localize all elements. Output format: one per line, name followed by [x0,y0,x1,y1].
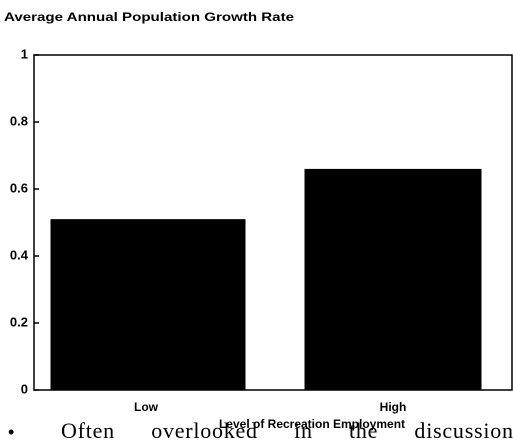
plot-frame [33,54,513,391]
bullet: • [8,422,14,442]
x-tick-label: High [380,400,407,414]
bar [304,168,482,390]
y-tick-label: 0.8 [10,113,28,128]
chart-title: Average Annual Population Growth Rate [4,10,294,24]
y-tick-label: 0.2 [10,314,28,329]
x-tick-label: Low [134,400,159,414]
bullet-text: Often overlooked in the discussion [61,418,513,443]
y-tick-label: 0 [21,381,28,396]
y-tick-label: 0.6 [10,180,28,195]
y-tick-label: 0.4 [10,247,29,262]
x-axis-label: Level of Recreation Employment [219,417,405,431]
y-tick-label: 1 [21,46,28,61]
bar [50,219,246,390]
